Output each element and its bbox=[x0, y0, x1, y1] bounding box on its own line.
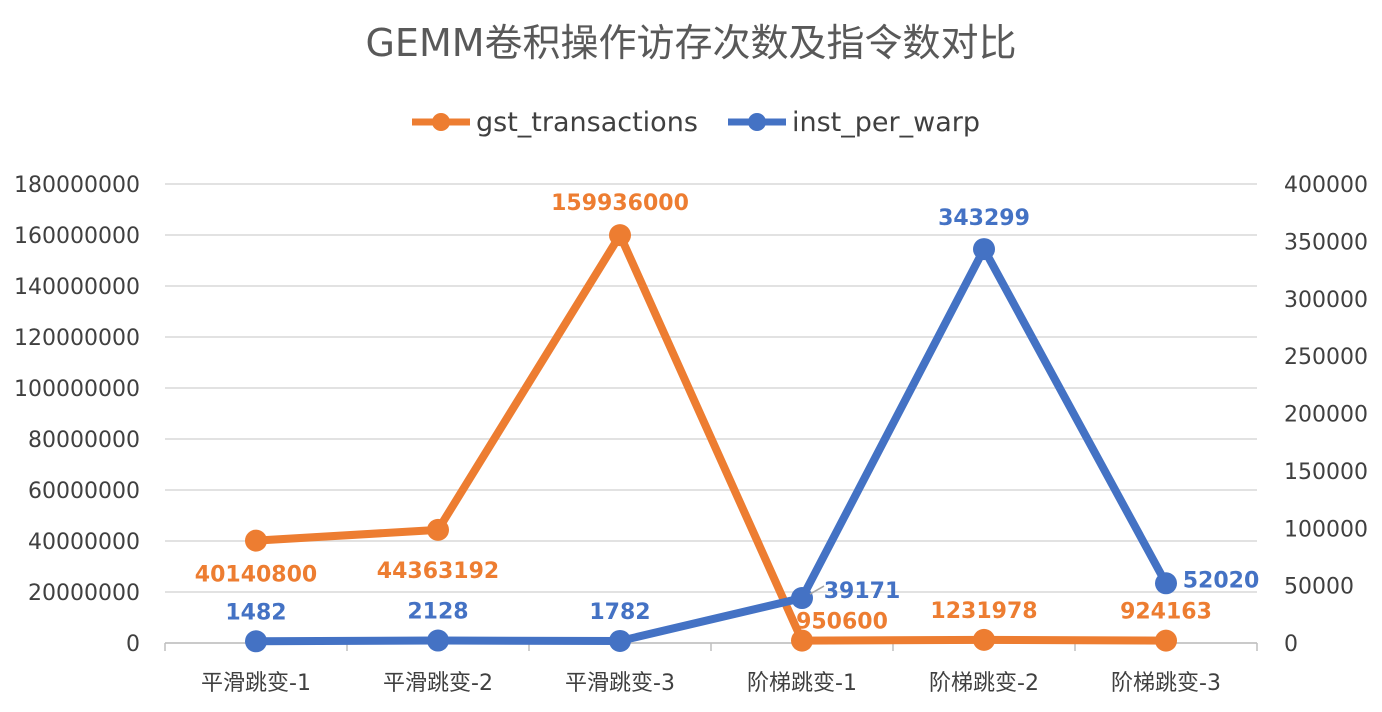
data-point-inst-per-warp[interactable] bbox=[609, 629, 631, 652]
legend-item-gst-transactions[interactable]: gst_transactions bbox=[412, 107, 698, 138]
data-point-gst-transactions[interactable] bbox=[791, 629, 813, 652]
data-point-gst-transactions[interactable] bbox=[609, 224, 631, 247]
x-tick-label: 平滑跳变-3 bbox=[565, 671, 675, 696]
y-right-tick-label: 350000 bbox=[1284, 230, 1368, 255]
series-line-gst-transactions bbox=[252, 231, 1170, 645]
y-left-tick-label: 0 bbox=[126, 632, 140, 657]
y-right-tick-label: 0 bbox=[1284, 632, 1298, 657]
y-left-tick-label: 140000000 bbox=[14, 275, 140, 300]
data-point-inst-per-warp[interactable] bbox=[427, 629, 449, 652]
data-point-gst-transactions[interactable] bbox=[427, 518, 449, 541]
x-axis: 平滑跳变-1 平滑跳变-2 平滑跳变-3 阶梯跳变-1 阶梯跳变-2 阶梯跳变-3 bbox=[164, 642, 1258, 696]
data-label-inst-per-warp: 343299 bbox=[938, 206, 1030, 231]
data-labels: 40140800 44363192 159936000 950600 1231978 92… bbox=[195, 191, 1260, 634]
y-left-tick-label: 100000000 bbox=[14, 377, 140, 402]
data-label-inst-per-warp: 39171 bbox=[824, 579, 901, 604]
y-right-tick-label: 50000 bbox=[1284, 575, 1354, 600]
x-tick-label: 平滑跳变-1 bbox=[201, 671, 311, 696]
legend-label-inst-per-warp: inst_per_warp bbox=[792, 107, 980, 138]
data-label-gst-transactions: 950600 bbox=[796, 610, 888, 635]
data-label-leader bbox=[809, 585, 825, 595]
data-label-gst-transactions: 159936000 bbox=[551, 191, 689, 216]
data-label-gst-transactions: 44363192 bbox=[377, 559, 499, 584]
y-left-tick-label: 40000000 bbox=[28, 530, 140, 555]
y-right-tick-label: 250000 bbox=[1284, 345, 1368, 370]
data-label-gst-transactions: 924163 bbox=[1120, 600, 1212, 625]
legend: gst_transactions inst_per_warp bbox=[412, 107, 980, 138]
data-label-inst-per-warp: 2128 bbox=[407, 600, 468, 625]
y-right-tick-label: 100000 bbox=[1284, 517, 1368, 542]
chart-title: GEMM卷积操作访存次数及指令数对比 bbox=[365, 21, 1016, 65]
y-left-tick-label: 120000000 bbox=[14, 326, 140, 351]
data-point-gst-transactions[interactable] bbox=[1155, 629, 1177, 652]
data-label-inst-per-warp: 52020 bbox=[1183, 568, 1260, 593]
data-point-inst-per-warp[interactable] bbox=[973, 238, 995, 261]
x-tick-label: 阶梯跳变-1 bbox=[747, 671, 857, 696]
data-label-inst-per-warp: 1482 bbox=[225, 600, 286, 625]
data-label-gst-transactions: 1231978 bbox=[930, 599, 1037, 624]
data-point-gst-transactions[interactable] bbox=[245, 529, 267, 552]
legend-label-gst-transactions: gst_transactions bbox=[476, 107, 698, 138]
y-right-tick-label: 150000 bbox=[1284, 460, 1368, 485]
x-tick-label: 阶梯跳变-2 bbox=[929, 671, 1039, 696]
legend-item-inst-per-warp[interactable]: inst_per_warp bbox=[728, 107, 980, 138]
series bbox=[245, 224, 1177, 653]
x-tick-label: 平滑跳变-2 bbox=[383, 671, 493, 696]
y-left-tick-label: 180000000 bbox=[14, 173, 140, 198]
y-axis-left: 0 20000000 40000000 60000000 80000000 1000000… bbox=[14, 173, 140, 657]
gridlines bbox=[165, 183, 1257, 644]
data-label-gst-transactions: 40140800 bbox=[195, 563, 317, 588]
y-right-tick-label: 300000 bbox=[1284, 288, 1368, 313]
y-axis-right: 0 50000 100000 150000 200000 250000 300000 3500… bbox=[1284, 173, 1368, 657]
data-point-inst-per-warp[interactable] bbox=[245, 630, 267, 653]
y-right-tick-label: 200000 bbox=[1284, 403, 1368, 428]
x-tick-label: 阶梯跳变-3 bbox=[1111, 671, 1221, 696]
y-left-tick-label: 80000000 bbox=[28, 428, 140, 453]
y-left-tick-label: 160000000 bbox=[14, 224, 140, 249]
data-label-inst-per-warp: 1782 bbox=[589, 600, 650, 625]
series-line-inst-per-warp bbox=[252, 245, 1170, 646]
y-left-tick-label: 20000000 bbox=[28, 581, 140, 606]
y-right-tick-label: 400000 bbox=[1284, 173, 1368, 198]
data-point-inst-per-warp[interactable] bbox=[791, 587, 813, 610]
y-left-tick-label: 60000000 bbox=[28, 479, 140, 504]
data-point-gst-transactions[interactable] bbox=[973, 628, 995, 651]
data-point-inst-per-warp[interactable] bbox=[1155, 572, 1177, 595]
